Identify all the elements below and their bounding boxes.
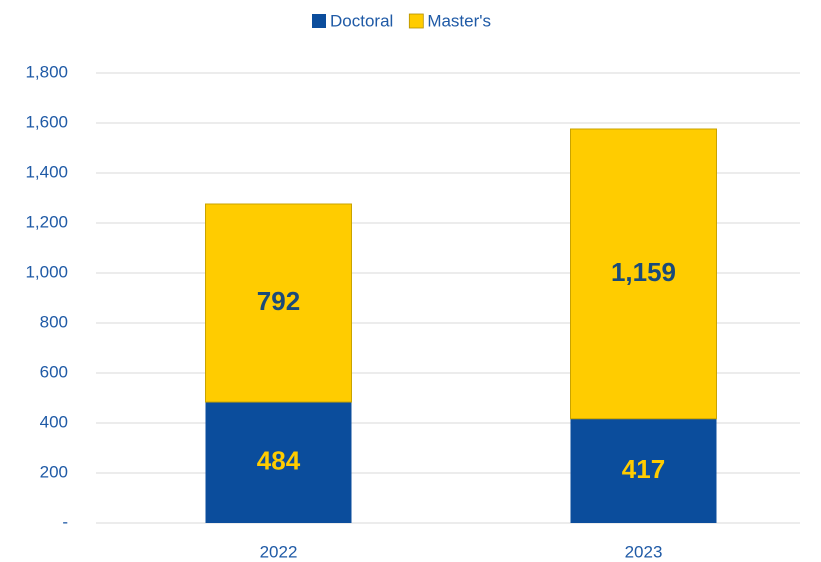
legend-swatch xyxy=(408,13,424,29)
x-tick-label: 2022 xyxy=(260,542,298,561)
data-label: 417 xyxy=(622,454,665,484)
bar-segment xyxy=(570,418,717,523)
bar-segment xyxy=(570,128,717,420)
y-tick-label: 400 xyxy=(40,412,68,431)
data-label: 1,159 xyxy=(611,257,676,287)
data-label: 792 xyxy=(257,286,300,316)
data-label: 484 xyxy=(257,445,301,475)
legend-label: Doctoral xyxy=(330,11,393,30)
y-tick-label: 600 xyxy=(40,362,68,381)
y-tick-label: 1,400 xyxy=(25,162,68,181)
y-tick-label: 200 xyxy=(40,462,68,481)
legend-swatch xyxy=(312,14,326,28)
y-tick-label: 1,800 xyxy=(25,62,68,81)
y-tick-label: 800 xyxy=(40,312,68,331)
y-tick-label: - xyxy=(62,512,68,531)
x-tick-label: 2023 xyxy=(625,542,663,561)
y-tick-label: 1,600 xyxy=(25,112,68,131)
bar-segment xyxy=(205,203,352,403)
legend-label: Master's xyxy=(427,11,491,30)
y-tick-label: 1,200 xyxy=(25,212,68,231)
y-tick-label: 1,000 xyxy=(25,262,68,281)
bar-segment xyxy=(205,402,352,523)
